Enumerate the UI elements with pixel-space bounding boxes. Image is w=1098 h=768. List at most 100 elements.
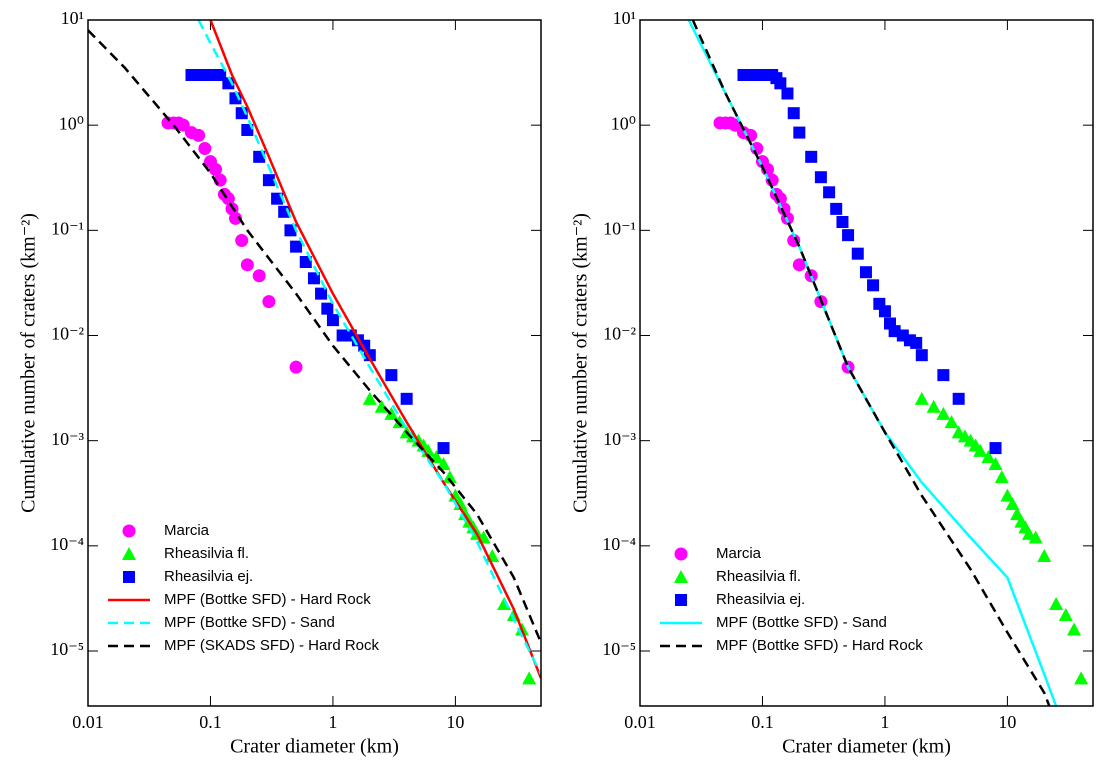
- marker: [307, 272, 320, 285]
- y-tick-label: 10⁻³: [51, 429, 85, 449]
- marker: [952, 392, 965, 405]
- x-tick-label: 1: [880, 712, 889, 732]
- marker: [773, 192, 787, 206]
- legend-label: Rheasilvia ej.: [164, 568, 253, 585]
- marker: [289, 360, 303, 374]
- x-tick-label: 10: [998, 712, 1016, 732]
- marker: [400, 392, 413, 405]
- marker: [321, 302, 334, 315]
- marker: [988, 457, 1003, 471]
- marker: [326, 314, 339, 327]
- marker: [915, 349, 928, 362]
- marker: [878, 305, 891, 318]
- marker: [1037, 549, 1052, 563]
- marker: [240, 258, 254, 272]
- marker: [937, 369, 950, 382]
- marker: [385, 369, 398, 382]
- plot-area: [687, 20, 1089, 706]
- y-tick-label: 10⁻²: [603, 324, 636, 344]
- marker: [209, 162, 223, 176]
- marker: [1028, 530, 1043, 544]
- marker: [262, 295, 276, 309]
- marker: [836, 216, 849, 229]
- marker: [198, 141, 212, 155]
- legend-label: MPF (SKADS SFD) - Hard Rock: [164, 637, 380, 654]
- x-tick-label: 0.1: [199, 712, 222, 732]
- marker: [252, 269, 266, 283]
- marker: [851, 247, 864, 260]
- marker: [299, 255, 312, 268]
- marker: [448, 488, 463, 502]
- y-tick-label: 10⁻³: [603, 429, 637, 449]
- x-tick-label: 0.01: [72, 712, 104, 732]
- x-tick-label: 10: [446, 712, 464, 732]
- y-tick-label: 10⁻⁵: [50, 639, 84, 659]
- marker: [235, 234, 249, 248]
- legend-label: Marcia: [164, 522, 210, 539]
- marker: [1058, 607, 1073, 621]
- y-tick-label: 10⁻¹: [603, 218, 636, 238]
- panel: 0.01 0.1 1 10 10⁻⁵ 10⁻⁴ 10⁻³ 10⁻² 10⁻¹ 10⁰ 10¹ Crat…: [18, 8, 542, 758]
- marker: [362, 391, 377, 405]
- marker: [973, 443, 988, 457]
- x-tick-label: 1: [328, 712, 337, 732]
- marker: [674, 547, 688, 561]
- plot-frame: [639, 19, 1094, 707]
- series-line: [691, 20, 1051, 706]
- plot-area: [88, 20, 541, 685]
- marker: [774, 77, 787, 90]
- marker: [228, 211, 242, 225]
- legend-label: Rheasilvia ej.: [716, 591, 805, 608]
- marker: [944, 415, 959, 429]
- marker: [830, 202, 843, 215]
- marker: [262, 174, 275, 187]
- marker: [674, 570, 688, 583]
- marker: [122, 547, 136, 560]
- marker: [437, 442, 450, 455]
- marker: [675, 594, 687, 606]
- marker: [122, 524, 136, 538]
- legend-label: MPF (Bottke SFD) - Hard Rock: [716, 637, 923, 654]
- marker: [994, 470, 1009, 484]
- marker: [1000, 488, 1015, 502]
- marker: [936, 406, 951, 420]
- y-tick-label: 10¹: [61, 8, 84, 28]
- marker: [793, 126, 806, 139]
- marker: [842, 229, 855, 242]
- marker: [926, 399, 941, 413]
- legend: Marcia Rheasilvia fl. Rheasilvia ej. MPF (B…: [660, 545, 923, 654]
- legend-label: Marcia: [716, 545, 762, 562]
- marker: [914, 391, 929, 405]
- series-line: [197, 20, 541, 675]
- x-tick-label: 0.01: [624, 712, 656, 732]
- marker: [867, 279, 880, 292]
- marker: [910, 336, 923, 349]
- marker: [442, 470, 457, 484]
- marker: [814, 171, 827, 184]
- marker: [989, 442, 1002, 455]
- marker: [781, 87, 794, 100]
- panel: 0.01 0.1 1 10 10⁻⁵ 10⁻⁴ 10⁻³ 10⁻² 10⁻¹ 10⁰ 10¹ Crat…: [570, 8, 1094, 758]
- marker: [1049, 596, 1064, 610]
- legend-label: MPF (Bottke SFD) - Sand: [716, 614, 887, 631]
- y-tick-label: 10⁰: [59, 113, 84, 133]
- legend-label: Rheasilvia fl.: [164, 545, 249, 562]
- marker: [192, 128, 206, 142]
- legend-label: MPF (Bottke SFD) - Sand: [164, 614, 335, 631]
- legend: Marcia Rheasilvia fl. Rheasilvia ej. MPF (B…: [108, 522, 380, 654]
- series-line: [209, 20, 541, 679]
- marker: [805, 150, 818, 163]
- series-line: [88, 29, 541, 644]
- marker: [123, 571, 135, 583]
- marker: [859, 266, 872, 279]
- y-tick-label: 10⁻¹: [51, 218, 84, 238]
- marker: [981, 449, 996, 463]
- y-tick-label: 10⁰: [611, 113, 636, 133]
- marker: [1005, 496, 1020, 510]
- marker: [792, 258, 806, 272]
- legend-label: MPF (Bottke SFD) - Hard Rock: [164, 591, 371, 608]
- y-tick-label: 10⁻⁴: [50, 534, 84, 554]
- y-tick-label: 10⁻²: [51, 324, 84, 344]
- marker: [315, 287, 328, 300]
